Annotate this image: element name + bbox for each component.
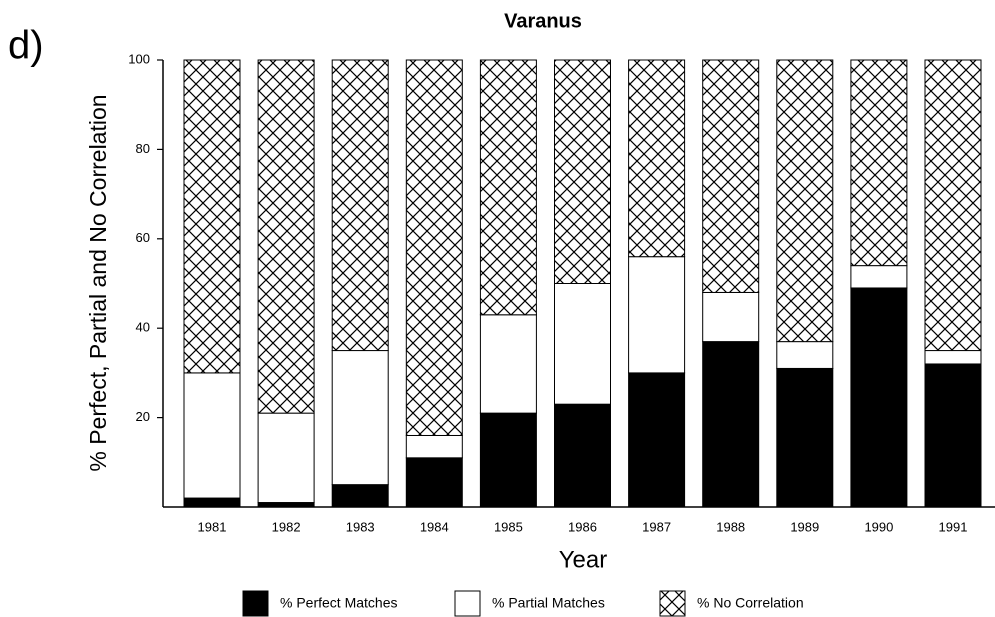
bar-segment bbox=[183, 372, 241, 499]
x-tick-label: 1986 bbox=[568, 519, 597, 534]
x-tick-label: 1991 bbox=[939, 519, 968, 534]
y-axis-label: % Perfect, Partial and No Correlation bbox=[85, 94, 111, 471]
x-tick-label: 1990 bbox=[864, 519, 893, 534]
bar-segment bbox=[850, 59, 908, 267]
bar-segment bbox=[331, 350, 389, 486]
x-tick-label: 1985 bbox=[494, 519, 523, 534]
bar-segment bbox=[183, 59, 241, 374]
x-tick-label: 1984 bbox=[420, 519, 449, 534]
bar-segment bbox=[257, 412, 315, 504]
bar-segment bbox=[850, 287, 908, 508]
x-tick-label: 1981 bbox=[198, 519, 227, 534]
legend-label: % No Correlation bbox=[697, 595, 804, 611]
legend-label: % Perfect Matches bbox=[280, 595, 398, 611]
bar-segment bbox=[776, 59, 834, 343]
bar-segment bbox=[702, 341, 760, 508]
legend-swatch bbox=[659, 590, 686, 617]
y-tick-label: 60 bbox=[136, 230, 150, 245]
bar-segment bbox=[702, 59, 760, 293]
bar-segment bbox=[776, 341, 834, 369]
x-tick-label: 1983 bbox=[346, 519, 375, 534]
bar-segment bbox=[776, 367, 834, 508]
bar-segment bbox=[924, 363, 982, 508]
legend-swatch bbox=[242, 590, 269, 617]
bar-segment bbox=[628, 256, 686, 374]
legend-swatch bbox=[454, 590, 481, 617]
x-tick-label: 1987 bbox=[642, 519, 671, 534]
bar-segment bbox=[405, 59, 463, 436]
bar-segment bbox=[183, 497, 241, 508]
bar-segment bbox=[331, 484, 389, 508]
bar-segment bbox=[257, 59, 315, 414]
chart-title: Varanus bbox=[504, 10, 582, 32]
x-tick-label: 1988 bbox=[716, 519, 745, 534]
bar-segment bbox=[554, 283, 611, 405]
y-tick-label: 40 bbox=[136, 320, 150, 335]
x-tick-label: 1982 bbox=[272, 519, 301, 534]
bar-segment bbox=[257, 502, 315, 508]
bar-segment bbox=[479, 412, 537, 508]
legend-label: % Partial Matches bbox=[492, 595, 605, 611]
y-tick-label: 80 bbox=[136, 141, 150, 156]
bar-segment bbox=[924, 350, 982, 365]
bar-segment bbox=[479, 59, 537, 316]
bar-segment bbox=[702, 291, 760, 343]
bar-segment bbox=[850, 265, 908, 289]
bar-segment bbox=[554, 403, 611, 508]
bar-segment bbox=[479, 314, 537, 414]
bar-segment bbox=[554, 59, 611, 284]
bar-segment bbox=[628, 59, 686, 258]
panel-label: d) bbox=[8, 24, 44, 68]
bar-segment bbox=[331, 59, 389, 352]
bar-segment bbox=[628, 372, 686, 508]
x-axis-label: Year bbox=[559, 546, 608, 573]
y-tick-label: 20 bbox=[136, 409, 150, 424]
y-tick-label: 100 bbox=[128, 51, 150, 66]
x-tick-label: 1989 bbox=[790, 519, 819, 534]
bar-segment bbox=[405, 434, 463, 459]
bar-segment bbox=[924, 59, 982, 352]
bar-segment bbox=[405, 457, 463, 508]
